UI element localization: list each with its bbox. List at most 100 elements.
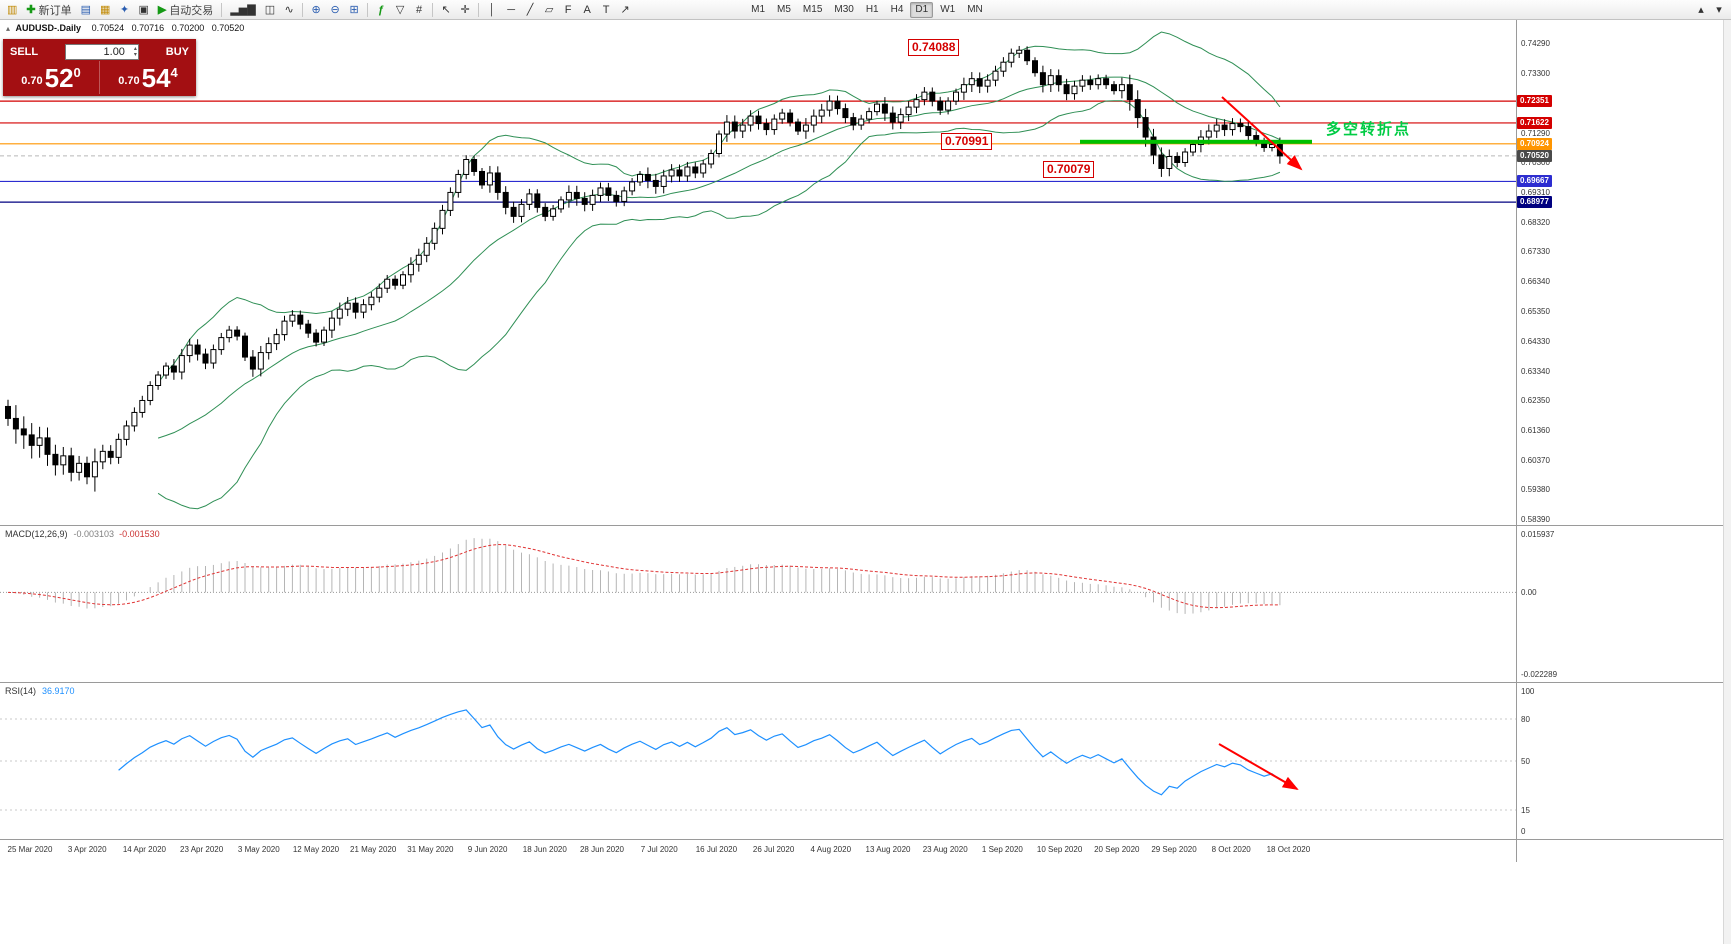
indicators-icon[interactable]: ƒ (378, 3, 385, 16)
spinner-down-icon[interactable]: ▾ (133, 51, 137, 58)
rsi-axis-label: 0 (1521, 827, 1526, 836)
one-click-trading-panel: SELL 1.00 ▴ ▾ BUY 0.70 52 0 0.70 54 4 (3, 39, 196, 96)
timeframe-button-D1[interactable]: D1 (910, 1, 934, 18)
trendline-icon[interactable]: ╱ (526, 4, 534, 16)
price-tick-label: 0.66340 (1521, 277, 1550, 287)
sell-price-big: 52 (44, 63, 74, 93)
candlestick-series (5, 45, 1283, 492)
toolbar-up-icon[interactable]: ▴ (1698, 4, 1704, 16)
text-icon[interactable]: A (583, 3, 591, 16)
price-level-tag: 0.69667 (1517, 175, 1552, 188)
timeframe-button-H1[interactable]: H1 (861, 2, 884, 18)
terminal-icon[interactable]: ▣ (138, 4, 149, 16)
price-tick-label: 0.67330 (1521, 247, 1550, 257)
timeframe-button-M1[interactable]: M1 (746, 2, 770, 18)
sell-price-button[interactable]: 0.70 52 0 (3, 61, 100, 94)
rsi-name: RSI(14) (5, 686, 37, 696)
rsi-axis-label: 80 (1521, 715, 1530, 724)
timeframe-button-MN[interactable]: MN (962, 2, 988, 18)
buy-price-sup: 4 (170, 65, 178, 80)
volume-spinner[interactable]: ▴ ▾ (134, 45, 137, 59)
bar-chart-icon[interactable]: ▂▅▇ (230, 4, 256, 16)
price-tick-label: 0.65350 (1521, 306, 1550, 316)
fibonacci-icon[interactable]: F (564, 3, 572, 16)
buy-price-prefix: 0.70 (118, 75, 140, 87)
rsi-axis-label: 100 (1521, 687, 1535, 696)
timeframe-button-W1[interactable]: W1 (935, 2, 960, 18)
bollinger-bands (157, 31, 1281, 510)
zoom-out-icon[interactable]: ⊖ (330, 4, 340, 16)
rsi-panel-canvas[interactable] (0, 683, 1516, 839)
timeframe-button-M30[interactable]: M30 (829, 2, 858, 18)
symbol-period-label: AUDUSD-.Daily (15, 23, 82, 33)
date-axis[interactable] (0, 840, 1516, 862)
chart-window-icon[interactable]: ▤ (80, 4, 92, 16)
ohlc-low: 0.70200 (171, 23, 205, 33)
macd-axis-label: 0.00 (1521, 588, 1537, 598)
macd-signal-line (7, 544, 1280, 609)
collapse-triangle-icon[interactable]: ▴ (6, 24, 11, 33)
vertical-scrollbar[interactable] (1723, 20, 1731, 944)
crosshair-icon[interactable]: ✛ (460, 4, 470, 16)
timeframe-button-M15[interactable]: M15 (798, 2, 827, 18)
line-chart-icon[interactable]: ∿ (284, 4, 294, 16)
panel-divider[interactable] (0, 525, 1731, 526)
label-icon[interactable]: T (602, 3, 610, 16)
zoom-in-icon[interactable]: ⊕ (311, 4, 321, 16)
price-tick-label: 0.60370 (1521, 455, 1550, 465)
ohlc-high: 0.70716 (131, 23, 165, 33)
arrows-object-icon[interactable]: ↗ (620, 4, 630, 16)
buy-price-big: 54 (141, 63, 171, 93)
macd-signal-value: -0.001530 (119, 529, 160, 539)
macd-axis-label: -0.022289 (1521, 670, 1558, 679)
buy-button[interactable]: BUY (165, 45, 189, 58)
price-tick-label: 0.69310 (1521, 188, 1550, 198)
period-grid-icon[interactable]: # (416, 3, 423, 16)
buy-price-button[interactable]: 0.70 54 4 (100, 61, 196, 94)
navigator-icon[interactable]: ✦ (119, 4, 130, 16)
panel-divider[interactable] (0, 682, 1731, 683)
rsi-value: 36.9170 (42, 686, 75, 696)
price-tick-label: 0.59380 (1521, 485, 1550, 495)
timeframe-button-H4[interactable]: H4 (886, 2, 909, 18)
spinner-up-icon[interactable]: ▴ (133, 45, 137, 52)
toolbar-separator (221, 2, 223, 17)
price-level-tag: 0.71622 (1517, 116, 1552, 129)
vertical-line-icon[interactable]: │ (488, 3, 496, 16)
channel-icon[interactable]: ▱ (544, 4, 554, 16)
macd-indicator-label: MACD(12,26,9) -0.003103 -0.001530 (5, 529, 160, 539)
macd-panel-canvas[interactable] (0, 526, 1516, 682)
toolbar-down-icon[interactable]: ▾ (1716, 4, 1722, 16)
ohlc-open: 0.70524 (91, 23, 125, 33)
autotrading-label: 自动交易 (169, 4, 214, 17)
price-tick-label: 0.71290 (1521, 128, 1550, 138)
sell-button[interactable]: SELL (10, 45, 39, 58)
chart-title-bar: ▴ AUDUSD-.Daily 0.70524 0.70716 0.70200 … (6, 23, 249, 33)
timeframe-button-M5[interactable]: M5 (772, 2, 796, 18)
profiles-icon[interactable]: ▦ (100, 4, 111, 16)
symbol-chart-icon[interactable]: ▥ (7, 4, 18, 16)
rsi-axis-label: 15 (1521, 806, 1530, 815)
price-level-tag: 0.70924 (1517, 137, 1552, 150)
price-tick-label: 0.64330 (1521, 337, 1550, 347)
cursor-icon[interactable]: ↖ (441, 4, 451, 16)
new-order-button[interactable]: ✚ 新订单 (22, 1, 75, 18)
horizontal-line-icon[interactable]: ─ (507, 3, 515, 16)
volume-input[interactable]: 1.00 ▴ ▾ (64, 43, 139, 60)
tile-windows-icon[interactable]: ⊞ (349, 4, 359, 16)
price-tick-label: 0.74290 (1521, 39, 1550, 49)
panel-divider (0, 839, 1731, 840)
current-price-tag: 0.70520 (1517, 149, 1552, 162)
price-tick-label: 0.70300 (1521, 158, 1550, 168)
candlestick-icon[interactable]: ◫ (264, 4, 276, 16)
rsi-line (118, 709, 1281, 796)
toolbar-separator (432, 2, 434, 17)
autotrading-button[interactable]: ▶ 自动交易 (154, 1, 217, 18)
templates-icon[interactable]: ▽ (395, 4, 405, 16)
price-tick-label: 0.58390 (1521, 515, 1550, 524)
sell-price-prefix: 0.70 (21, 75, 43, 87)
price-chart-canvas[interactable] (0, 20, 1516, 525)
volume-value: 1.00 (103, 45, 125, 58)
timeframe-group: M1 M5 M15 M30 H1 H4 D1 W1 MN (745, 1, 989, 18)
price-tick-label: 0.63340 (1521, 366, 1550, 376)
